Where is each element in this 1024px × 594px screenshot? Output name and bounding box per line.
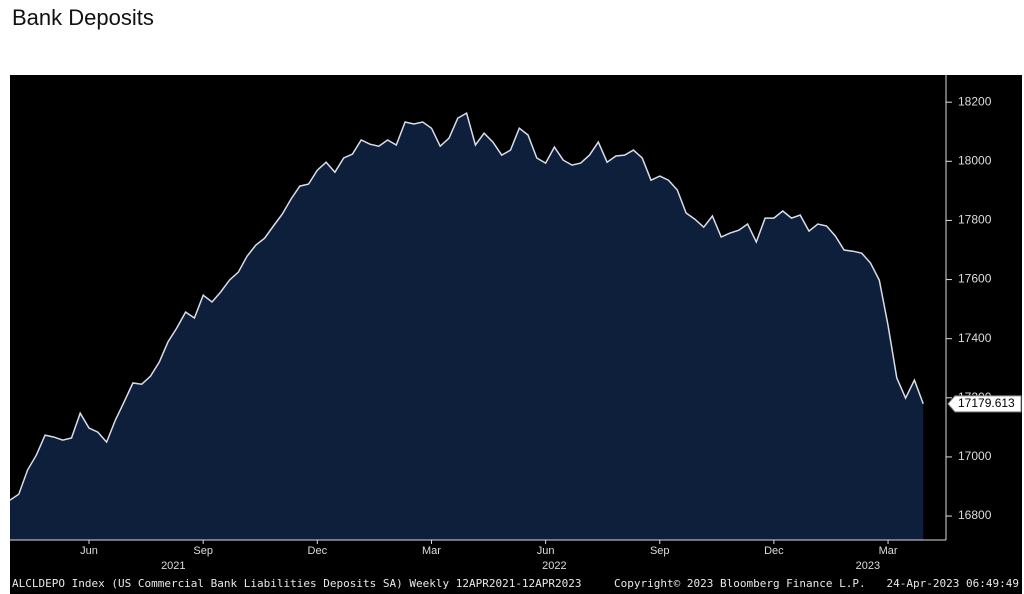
footer-text: Copyright© 2023 Bloomberg Finance L.P. (614, 577, 866, 590)
y-tick-label: 18200 (958, 94, 992, 108)
y-tick-label: 17600 (958, 272, 992, 286)
x-tick-label: Mar (879, 545, 898, 557)
x-tick-label: Sep (193, 545, 213, 557)
y-tick-label: 17800 (958, 213, 992, 227)
year-label: 2022 (542, 560, 566, 572)
y-tick-label: 16800 (958, 508, 992, 522)
chart-title: Bank Deposits (12, 5, 154, 30)
footer-text: ALCLDEPO Index (US Commercial Bank Liabi… (12, 577, 582, 590)
x-tick-label: Jun (537, 545, 555, 557)
x-tick-label: Jun (80, 545, 98, 557)
x-tick-label: Sep (650, 545, 670, 557)
line (9, 111, 924, 501)
last-value-label: 17179.613 (958, 396, 1015, 410)
x-tick-label: Mar (422, 545, 441, 557)
x-tick-label: Dec (764, 545, 784, 557)
year-label: 2023 (856, 560, 880, 572)
y-tick-label: 17000 (958, 449, 992, 463)
year-label: 2021 (161, 560, 185, 572)
footer-text: 24-Apr-2023 06:49:49 (887, 577, 1019, 590)
y-tick-label: 18000 (958, 153, 992, 167)
y-tick-label: 17400 (958, 331, 992, 345)
x-tick-label: Dec (308, 545, 328, 557)
last-value-tag (947, 395, 1022, 413)
